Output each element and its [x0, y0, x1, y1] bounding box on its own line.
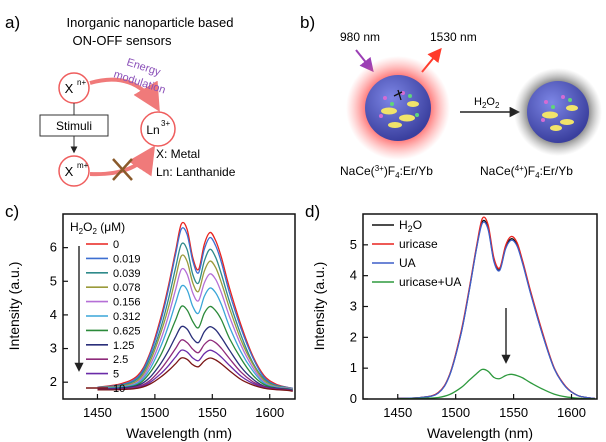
panel-a: a) Inorganic nanoparticle based ON-OFF s…: [5, 13, 236, 187]
panel-a-title-line1: Inorganic nanoparticle based: [67, 15, 234, 30]
panel-d-axes: 1450 1500 1550 1600 0 1 2 3 4 5: [350, 237, 586, 420]
panel-d-y-tick-label: 4: [350, 268, 357, 283]
panel-d-series-group: [397, 216, 595, 399]
panel-c-legend-label: 0.078: [113, 282, 141, 294]
panel-c-x-tick-label: 1500: [140, 405, 169, 420]
panel-d-y-tick-label: 1: [350, 360, 357, 375]
panel-b: b) 980 nm 1530 nm H2O2: [300, 13, 602, 180]
panel-c-legend-label: 2.5: [113, 354, 128, 366]
panel-d-legend-label: UA: [399, 256, 416, 270]
panel-d-x-tick-label: 1600: [557, 405, 586, 420]
panel-c-series-4: [97, 267, 293, 390]
metal-off-circle: [58, 155, 90, 187]
nanoparticle-off: [527, 81, 589, 143]
panel-d-legend-label: uricase: [399, 237, 438, 251]
panel-c-legend-label: 0.156: [113, 297, 141, 309]
lanthanide-charge: 3+: [161, 119, 170, 128]
panel-d-x-tick-label: 1450: [383, 405, 412, 420]
panel-d-y-tick-label: 2: [350, 329, 357, 344]
blocked-cross-line-2: [112, 158, 133, 181]
emission-wavelength: 1530 nm: [430, 30, 477, 44]
panel-d-y-tick-label: 5: [350, 237, 357, 252]
panel-d-x-tick-label: 1550: [499, 405, 528, 420]
legend-metal: X: Metal: [156, 147, 200, 161]
excitation-wavelength: 980 nm: [340, 30, 380, 44]
panel-c-series-9: [97, 349, 293, 392]
panel-d-legend-label: H2O: [399, 218, 422, 234]
panel-c-x-tick-label: 1450: [83, 405, 112, 420]
panel-c-series-3: [97, 254, 293, 390]
energy-transfer-arrow-off: [89, 145, 156, 177]
legend-lanthanide: Ln: Lanthanide: [156, 165, 236, 179]
panel-c-y-tick-label: 5: [50, 273, 57, 288]
panel-c-legend-label: 5: [113, 369, 119, 381]
panel-c-series-0: [97, 221, 293, 389]
panel-d-legend: H2O uricase UA uricase+UA: [372, 218, 461, 289]
energy-transfer-arrow-on: [89, 77, 160, 112]
panel-c-legend-label: 0.312: [113, 311, 141, 323]
metal-off-symbol: X: [65, 164, 74, 179]
panel-d: d) 1450 1500 1550 1600 0 1 2 3 4 5 Wavelength (nm…: [305, 202, 598, 441]
panel-c-series-7: [97, 325, 293, 391]
panel-c-legend-label: 0.019: [113, 253, 141, 265]
panel-c-y-axis-label: Intensity (a.u.): [6, 262, 22, 351]
panel-c-legend-label: 0.039: [113, 268, 141, 280]
panel-c-plot-frame: [62, 213, 296, 400]
dopant-dots-off: [541, 95, 578, 131]
panel-c-x-tick-label: 1550: [198, 405, 227, 420]
stimuli-label: Stimuli: [56, 119, 92, 133]
nanoparticle-on: [365, 75, 431, 141]
reagent-label: H2O2: [474, 96, 500, 110]
lanthanide-circle: [140, 111, 176, 147]
metal-off-charge: m+: [77, 161, 89, 170]
panel-c-series-5: [97, 284, 293, 391]
panel-a-label: a): [5, 13, 20, 32]
panel-c-axes: 1450 1500 1550 1600 2 3 4 5 6: [50, 240, 284, 420]
dopant-dots-on: [379, 89, 419, 128]
panel-c-y-tick-label: 6: [50, 240, 57, 255]
panel-c-legend-title: H2O2 (μM): [70, 220, 125, 236]
panel-c-legend-label: 10: [113, 383, 125, 395]
panel-c-series-8: [97, 339, 293, 392]
panel-c-legend-label: 1.25: [113, 340, 134, 352]
panel-d-series-2: [397, 221, 595, 399]
panel-c-series-10: [97, 357, 293, 392]
panel-c-label: c): [5, 202, 19, 221]
panel-d-label: d): [305, 202, 320, 221]
panel-c-legend: 0 0.019 0.039 0.078 0.156 0.312 0.625 1.25 2.5 5 1…: [86, 239, 141, 395]
panel-c-y-tick-label: 2: [50, 374, 57, 389]
panel-b-label: b): [300, 13, 315, 32]
panel-c-series-6: [97, 305, 293, 391]
panel-d-y-tick-label: 3: [350, 299, 357, 314]
panel-d-x-axis-label: Wavelength (nm): [427, 425, 533, 441]
panel-d-y-axis-label: Intensity (a.u.): [311, 262, 327, 351]
lanthanide-symbol: Ln: [146, 123, 159, 137]
panel-c-series-2: [97, 242, 293, 390]
metal-on-charge: n+: [77, 78, 86, 87]
panel-d-series-3: [397, 368, 595, 399]
panel-c-legend-label: 0.625: [113, 325, 141, 337]
particle-name-right: NaCe(4+)F4:Er/Yb: [480, 164, 573, 180]
panel-d-y-tick-label: 0: [350, 391, 357, 406]
panel-c-y-tick-label: 4: [50, 307, 57, 322]
panel-c-legend-label: 0: [113, 239, 119, 251]
panel-c-series-1: [97, 227, 293, 389]
particle-name-left: NaCe(3+)F4:Er/Yb: [340, 164, 433, 180]
panel-d-legend-label: uricase+UA: [399, 275, 461, 289]
panel-c: c) 1450 1500 1550 1600 2 3 4 5 6 Wavelength (nm)…: [5, 202, 296, 441]
panel-c-y-tick-label: 3: [50, 341, 57, 356]
panel-c-x-tick-label: 1600: [255, 405, 284, 420]
panel-d-x-tick-label: 1500: [441, 405, 470, 420]
panel-c-series-group: [97, 221, 293, 392]
panel-a-title-line2: ON-OFF sensors: [73, 33, 172, 48]
panel-c-x-axis-label: Wavelength (nm): [126, 425, 232, 441]
metal-on-symbol: X: [65, 81, 74, 96]
